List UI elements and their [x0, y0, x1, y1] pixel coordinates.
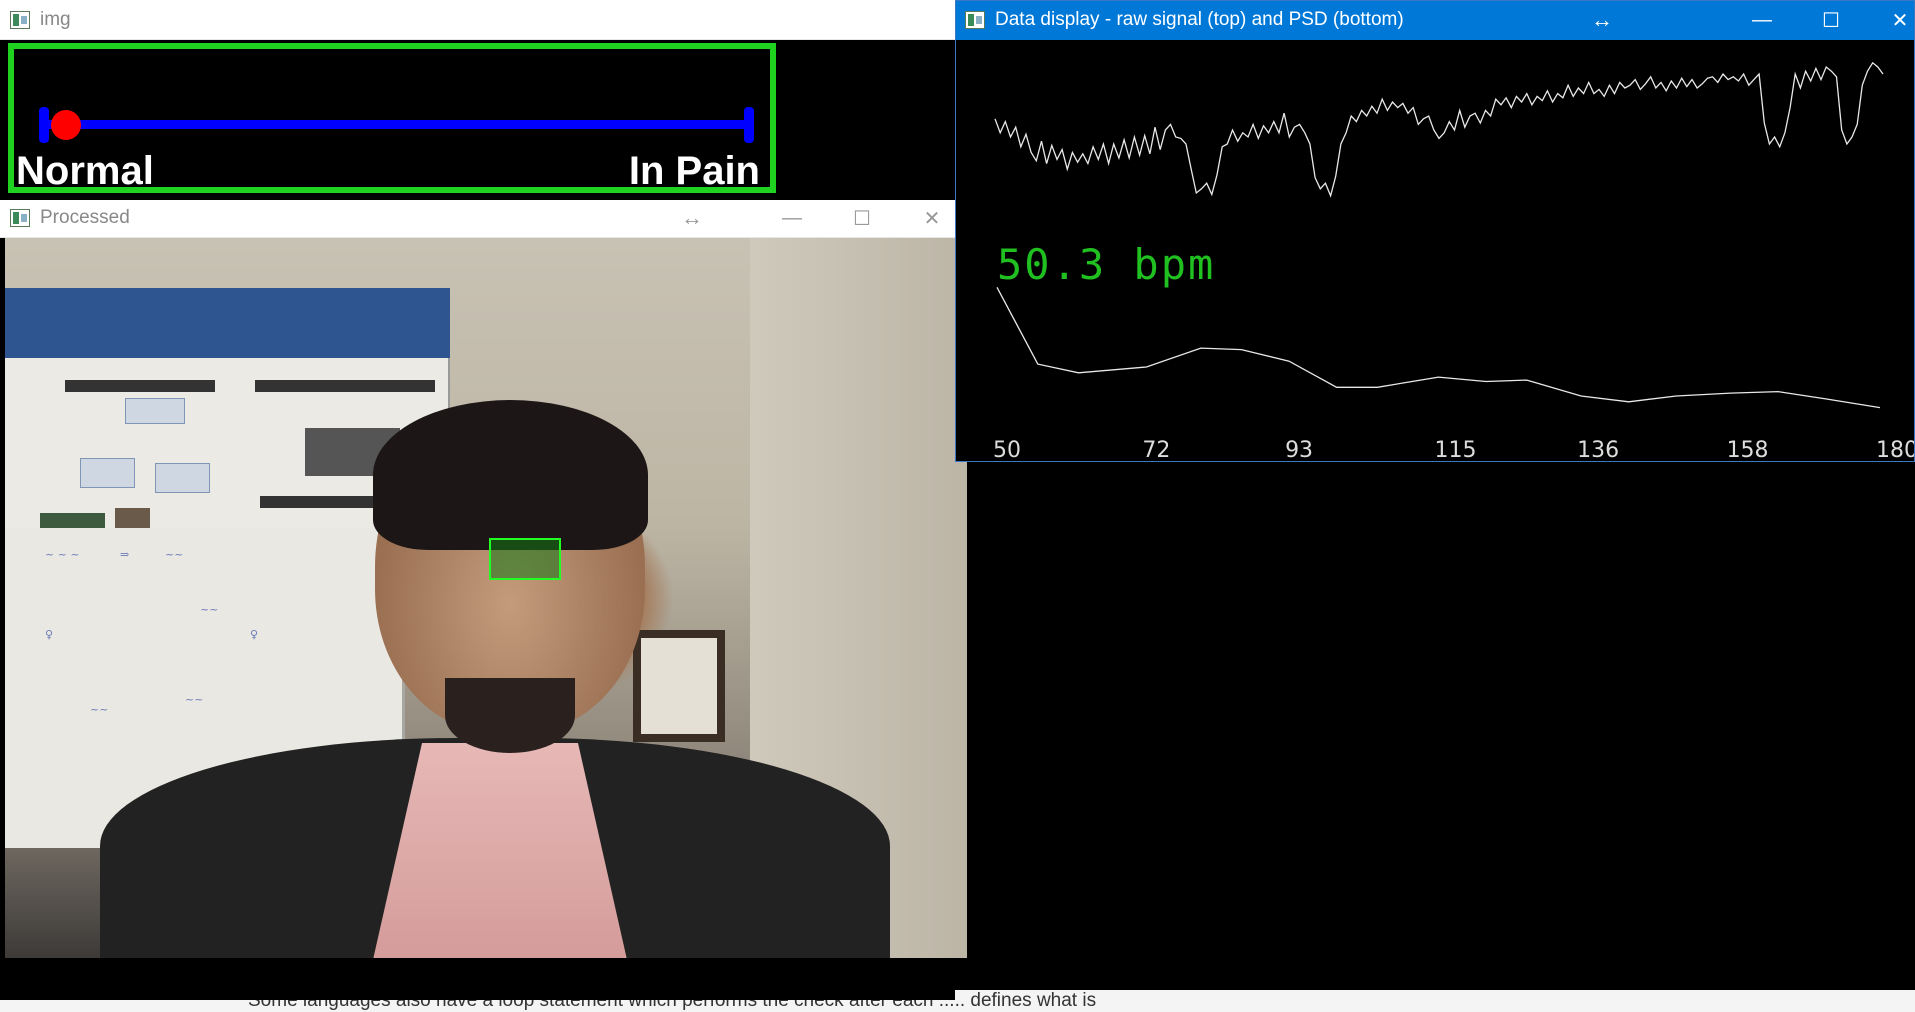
slider-right-label: In Pain	[628, 149, 760, 193]
slider-frame: Normal In Pain	[8, 43, 776, 193]
close-icon[interactable]: ✕	[923, 207, 941, 230]
processed-titlebar[interactable]: Processed ↔ — ☐ ✕	[0, 198, 955, 238]
left-right-arrow-icon[interactable]: ↔	[1591, 7, 1613, 32]
camera-feed: ~ ~ ~ ⇒ ~~ ~~ ♀ ♀ ~~ ~~	[5, 238, 967, 958]
maximize-icon[interactable]: ☐	[1822, 9, 1840, 32]
slider-left-label: Normal	[16, 149, 154, 193]
bpm-readout: 50.3 bpm	[997, 240, 1216, 289]
img-window-title: img	[40, 8, 71, 30]
poster-section-bar	[65, 380, 215, 392]
signal-plots	[994, 61, 1884, 409]
slider-track-cap-right	[744, 107, 754, 143]
psd-x-tick-label: 93	[1285, 438, 1314, 463]
psd-line	[996, 286, 1881, 409]
psd-x-tick-label: 136	[1577, 438, 1620, 463]
psd-x-tick-label: 50	[993, 438, 1021, 463]
minimize-icon[interactable]: —	[1752, 8, 1772, 31]
img-titlebar[interactable]: img	[0, 0, 955, 40]
processed-window-title: Processed	[40, 206, 130, 228]
img-window[interactable]: img Normal In Pain	[0, 0, 955, 200]
poster-header	[5, 288, 450, 358]
person-hair	[373, 400, 648, 550]
poster-section-bar	[255, 380, 435, 392]
pain-slider-canvas: Normal In Pain	[0, 40, 955, 200]
psd-x-tick-label: 180	[1876, 438, 1915, 463]
poster-diagram-box	[155, 463, 210, 493]
psd-x-tick-label: 115	[1434, 438, 1477, 463]
data-plot-canvas: 50.3 bpm 50 72 93 115 136 158 180	[955, 40, 1915, 463]
slider-knob[interactable]	[51, 110, 82, 140]
poster-diagram-box	[125, 398, 185, 424]
raw-signal-line	[994, 61, 1884, 198]
close-icon[interactable]: ✕	[1891, 9, 1909, 32]
psd-x-tick-label: 72	[1142, 438, 1171, 463]
slider-track[interactable]	[42, 120, 754, 129]
data-display-window-title: Data display - raw signal (top) and PSD …	[995, 9, 1404, 30]
forehead-roi-box	[489, 538, 561, 580]
minimize-icon[interactable]: —	[782, 206, 802, 229]
framed-certificate	[633, 630, 725, 742]
opencv-window-icon	[10, 10, 30, 29]
psd-x-tick-label: 158	[1726, 438, 1769, 463]
left-right-arrow-icon[interactable]: ↔	[681, 205, 703, 230]
data-display-window[interactable]: Data display - raw signal (top) and PSD …	[955, 0, 1915, 463]
data-display-titlebar[interactable]: Data display - raw signal (top) and PSD …	[955, 0, 1915, 40]
opencv-window-icon	[965, 11, 985, 29]
processed-window[interactable]: Processed ↔ — ☐ ✕ ~ ~ ~ ⇒ ~~ ~~ ♀ ♀ ~~ ~	[0, 198, 967, 1000]
poster-diagram-box	[80, 458, 135, 488]
maximize-icon[interactable]: ☐	[853, 207, 871, 230]
opencv-window-icon	[10, 208, 30, 227]
person-beard	[445, 678, 575, 753]
